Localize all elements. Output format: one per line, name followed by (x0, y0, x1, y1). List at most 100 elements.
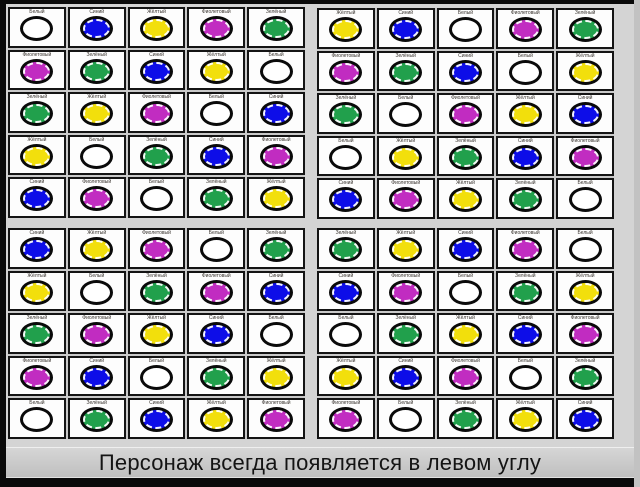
card-top-left-r4c4-blue[interactable]: Синий (187, 134, 246, 176)
card-top-left-r5c3-white[interactable]: Белый (127, 177, 186, 218)
card-top-right-r2c4-white[interactable]: Белый (496, 50, 555, 92)
card-top-left-r2c1-violet[interactable]: Фиолетовый (8, 49, 66, 91)
card-bottom-left-r5c4-yellow[interactable]: Жёлтый (187, 398, 246, 439)
card-bottom-left-r3c3-yellow[interactable]: Жёлтый (127, 313, 186, 354)
card-bottom-right-r1c1-green[interactable]: Зелёный (317, 228, 375, 269)
card-bottom-right-r3c3-yellow[interactable]: Жёлтый (436, 313, 495, 354)
card-bottom-right-r1c3-blue[interactable]: Синий (436, 228, 495, 269)
card-bottom-left-r2c5-blue[interactable]: Синий (247, 270, 305, 312)
card-bottom-left-r1c2-yellow[interactable]: Жёлтый (67, 228, 126, 269)
card-top-left-r3c5-blue[interactable]: Синий (247, 92, 305, 133)
card-top-left-r5c1-blue[interactable]: Синий (8, 177, 66, 218)
card-top-left-r1c5-green[interactable]: Зелёный (247, 7, 305, 48)
card-bottom-right-r5c2-white[interactable]: Белый (376, 398, 435, 439)
card-top-left-r5c5-yellow[interactable]: Жёлтый (247, 177, 305, 218)
card-top-left-r1c3-yellow[interactable]: Жёлтый (127, 7, 186, 48)
card-top-left-r2c4-yellow[interactable]: Жёлтый (187, 49, 246, 91)
card-bottom-right-r1c5-white[interactable]: Белый (556, 228, 614, 269)
card-top-right-r4c5-violet[interactable]: Фиолетовый (556, 135, 614, 177)
card-bottom-left-r5c1-white[interactable]: Белый (8, 398, 66, 439)
card-top-left-r2c2-green[interactable]: Зелёный (67, 49, 126, 91)
card-bottom-right-r3c4-blue[interactable]: Синий (496, 313, 555, 354)
card-top-left-r1c4-violet[interactable]: Фиолетовый (187, 7, 246, 48)
card-bottom-right-r4c4-white[interactable]: Белый (496, 355, 555, 397)
card-bottom-right-r5c1-violet[interactable]: Фиолетовый (317, 398, 375, 439)
card-top-right-r5c3-yellow[interactable]: Жёлтый (436, 178, 495, 219)
card-top-left-r1c2-blue[interactable]: Синий (67, 7, 126, 48)
card-bottom-left-r4c2-blue[interactable]: Синий (67, 355, 126, 397)
card-bottom-left-r5c2-green[interactable]: Зелёный (67, 398, 126, 439)
card-top-right-r5c2-violet[interactable]: Фиолетовый (376, 178, 435, 219)
card-top-right-r4c3-green[interactable]: Зелёный (436, 135, 495, 177)
card-bottom-left-r2c4-violet[interactable]: Фиолетовый (187, 270, 246, 312)
card-top-right-r1c2-blue[interactable]: Синий (376, 8, 435, 49)
card-top-left-r3c3-violet[interactable]: Фиолетовый (127, 92, 186, 133)
card-bottom-left-r4c4-green[interactable]: Зелёный (187, 355, 246, 397)
card-bottom-left-r2c2-white[interactable]: Белый (67, 270, 126, 312)
card-top-right-r3c1-green[interactable]: Зелёный (317, 93, 375, 134)
card-top-left-r3c1-green[interactable]: Зелёный (8, 92, 66, 133)
card-top-right-r2c3-blue[interactable]: Синий (436, 50, 495, 92)
card-top-right-r5c1-blue[interactable]: Синий (317, 178, 375, 219)
card-top-left-r3c4-white[interactable]: Белый (187, 92, 246, 133)
card-bottom-right-r5c5-blue[interactable]: Синий (556, 398, 614, 439)
card-bottom-left-r1c1-blue[interactable]: Синий (8, 228, 66, 269)
card-top-right-r2c1-violet[interactable]: Фиолетовый (317, 50, 375, 92)
card-bottom-right-r3c5-violet[interactable]: Фиолетовый (556, 313, 614, 354)
card-bottom-right-r5c3-green[interactable]: Зелёный (436, 398, 495, 439)
card-top-right-r5c5-white[interactable]: Белый (556, 178, 614, 219)
card-top-right-r1c5-green[interactable]: Зелёный (556, 8, 614, 49)
card-top-right-r1c3-white[interactable]: Белый (436, 8, 495, 49)
card-top-right-r1c4-violet[interactable]: Фиолетовый (496, 8, 555, 49)
card-bottom-left-r2c3-green[interactable]: Зелёный (127, 270, 186, 312)
card-top-left-r5c4-green[interactable]: Зелёный (187, 177, 246, 218)
card-top-left-r2c3-blue[interactable]: Синий (127, 49, 186, 91)
card-bottom-right-r2c2-violet[interactable]: Фиолетовый (376, 270, 435, 312)
card-top-left-r1c1-white[interactable]: Белый (8, 7, 66, 48)
card-bottom-right-r5c4-yellow[interactable]: Жёлтый (496, 398, 555, 439)
card-top-left-r2c5-white[interactable]: Белый (247, 49, 305, 91)
card-bottom-right-r3c1-white[interactable]: Белый (317, 313, 375, 354)
card-bottom-right-r2c3-white[interactable]: Белый (436, 270, 495, 312)
card-bottom-left-r1c3-violet[interactable]: Фиолетовый (127, 228, 186, 269)
card-bottom-left-r5c5-violet[interactable]: Фиолетовый (247, 398, 305, 439)
card-top-right-r4c4-blue[interactable]: Синий (496, 135, 555, 177)
card-top-right-r3c3-violet[interactable]: Фиолетовый (436, 93, 495, 134)
card-top-right-r3c4-yellow[interactable]: Жёлтый (496, 93, 555, 134)
card-bottom-left-r2c1-yellow[interactable]: Жёлтый (8, 270, 66, 312)
card-top-left-r4c1-yellow[interactable]: Жёлтый (8, 134, 66, 176)
card-bottom-right-r4c2-blue[interactable]: Синий (376, 355, 435, 397)
card-top-left-r5c2-violet[interactable]: Фиолетовый (67, 177, 126, 218)
card-top-right-r2c2-green[interactable]: Зелёный (376, 50, 435, 92)
card-bottom-left-r4c5-yellow[interactable]: Жёлтый (247, 355, 305, 397)
card-bottom-left-r3c2-violet[interactable]: Фиолетовый (67, 313, 126, 354)
card-top-left-r4c3-green[interactable]: Зелёный (127, 134, 186, 176)
card-bottom-left-r3c5-white[interactable]: Белый (247, 313, 305, 354)
card-bottom-left-r4c3-white[interactable]: Белый (127, 355, 186, 397)
card-bottom-left-r5c3-blue[interactable]: Синий (127, 398, 186, 439)
card-bottom-right-r2c4-green[interactable]: Зелёный (496, 270, 555, 312)
card-bottom-right-r4c5-green[interactable]: Зелёный (556, 355, 614, 397)
card-top-right-r3c5-blue[interactable]: Синий (556, 93, 614, 134)
card-bottom-right-r1c4-violet[interactable]: Фиолетовый (496, 228, 555, 269)
card-bottom-left-r3c1-green[interactable]: Зелёный (8, 313, 66, 354)
card-bottom-left-r1c5-green[interactable]: Зелёный (247, 228, 305, 269)
card-bottom-right-r2c5-yellow[interactable]: Жёлтый (556, 270, 614, 312)
card-top-right-r3c2-white[interactable]: Белый (376, 93, 435, 134)
card-top-right-r5c4-green[interactable]: Зелёный (496, 178, 555, 219)
card-bottom-left-r3c4-blue[interactable]: Синий (187, 313, 246, 354)
card-top-right-r1c1-yellow[interactable]: Жёлтый (317, 8, 375, 49)
card-top-left-r3c2-yellow[interactable]: Жёлтый (67, 92, 126, 133)
card-top-left-r4c5-violet[interactable]: Фиолетовый (247, 134, 305, 176)
card-bottom-right-r3c2-green[interactable]: Зелёный (376, 313, 435, 354)
card-top-right-r4c2-yellow[interactable]: Жёлтый (376, 135, 435, 177)
card-bottom-right-r4c1-yellow[interactable]: Жёлтый (317, 355, 375, 397)
card-top-right-r2c5-yellow[interactable]: Жёлтый (556, 50, 614, 92)
card-bottom-right-r1c2-yellow[interactable]: Жёлтый (376, 228, 435, 269)
card-bottom-left-r1c4-white[interactable]: Белый (187, 228, 246, 269)
card-top-left-r4c2-white[interactable]: Белый (67, 134, 126, 176)
card-bottom-left-r4c1-violet[interactable]: Фиолетовый (8, 355, 66, 397)
card-bottom-right-r4c3-violet[interactable]: Фиолетовый (436, 355, 495, 397)
card-top-right-r4c1-white[interactable]: Белый (317, 135, 375, 177)
card-bottom-right-r2c1-blue[interactable]: Синий (317, 270, 375, 312)
